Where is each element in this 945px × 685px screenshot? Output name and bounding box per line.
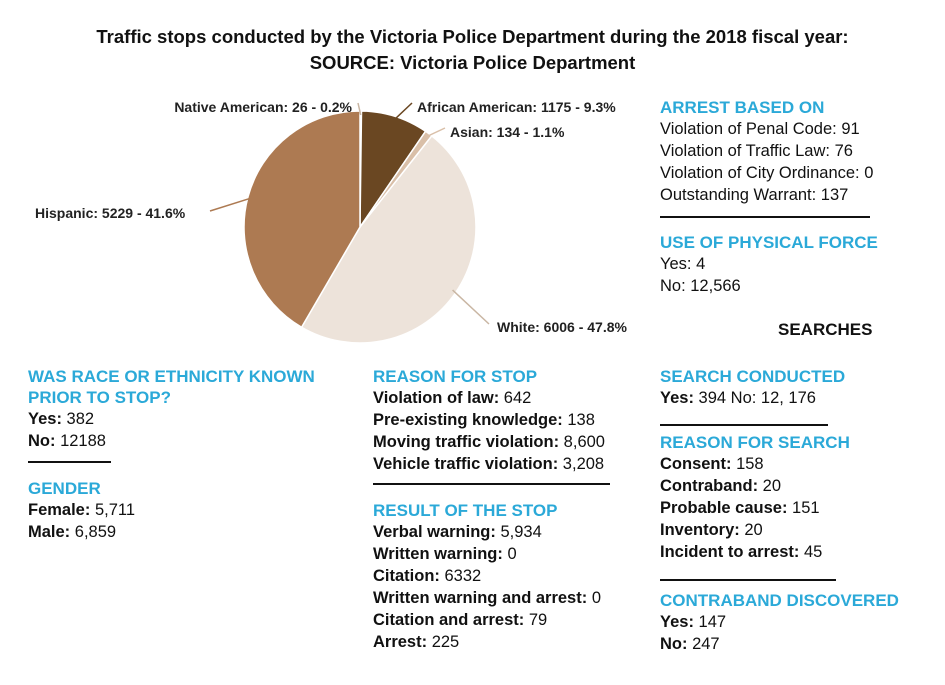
search-conducted-row: Yes: 394 No: 12, 176 (660, 389, 816, 407)
stop-reason-row: Vehicle traffic violation: 3,208 (373, 455, 605, 473)
reason-for-search-heading: REASON FOR SEARCH (660, 433, 850, 452)
stop-result-row: Citation and arrest: 79 (373, 611, 548, 629)
pie-slice-label: Hispanic: 5229 - 41.6% (35, 205, 186, 221)
chart-source: SOURCE: Victoria Police Department (309, 52, 636, 73)
search-conducted-section: SEARCH CONDUCTED Yes: 394 No: 12, 176 (660, 366, 845, 409)
search-reason-row: Contraband: 20 (660, 477, 782, 495)
search-reason-row: Probable cause: 151 (660, 499, 820, 517)
contraband-heading: CONTRABAND DISCOVERED (660, 591, 899, 610)
arrest-based-on-heading: ARREST BASED ON (660, 98, 825, 117)
contraband-no: No: 247 (660, 635, 720, 653)
stop-result-row: Arrest: 225 (373, 633, 460, 651)
stop-result-row: Written warning: 0 (373, 545, 517, 563)
physical-force-section: USE OF PHYSICAL FORCE Yes: 4 No: 12,566 (660, 232, 878, 297)
result-of-stop-section: RESULT OF THE STOP Verbal warning: 5,934… (373, 500, 601, 653)
pie-leader-line (452, 289, 490, 325)
divider (660, 424, 828, 426)
race-known-heading-2: PRIOR TO STOP? (28, 388, 171, 407)
search-reason-row: Inventory: 20 (660, 521, 763, 539)
reason-for-search-section: REASON FOR SEARCH Consent: 158 Contraban… (660, 432, 850, 563)
searches-label: SEARCHES (778, 320, 873, 339)
pie-leader-line (209, 197, 253, 212)
pie-leader-line (357, 102, 362, 116)
stop-reason-row: Moving traffic violation: 8,600 (373, 433, 605, 451)
pie-leader-line (426, 127, 446, 138)
physical-force-heading: USE OF PHYSICAL FORCE (660, 233, 878, 252)
stop-reason-row: Violation of law: 642 (373, 389, 532, 407)
search-conducted-heading: SEARCH CONDUCTED (660, 367, 846, 386)
gender-female: Female: 5,711 (28, 501, 136, 519)
race-known-yes: Yes: 382 (28, 410, 95, 428)
arrest-based-on-section: ARREST BASED ON Violation of Penal Code:… (660, 97, 873, 206)
contraband-yes: Yes: 147 (660, 613, 727, 631)
stop-result-row: Citation: 6332 (373, 567, 482, 585)
divider (660, 216, 870, 218)
arrest-row: Violation of Penal Code: 91 (660, 120, 860, 138)
search-reason-row: Incident to arrest: 45 (660, 543, 823, 561)
contraband-section: CONTRABAND DISCOVERED Yes: 147 No: 247 (660, 590, 899, 655)
pie-slice-label: African American: 1175 - 9.3% (417, 99, 616, 115)
chart-title: Traffic stops conducted by the Victoria … (96, 26, 849, 47)
divider (373, 483, 610, 485)
race-known-section: WAS RACE OR ETHNICITY KNOWN PRIOR TO STO… (28, 366, 315, 452)
stop-reason-row: Pre-existing knowledge: 138 (373, 411, 595, 429)
pie-slice-label: Asian: 134 - 1.1% (450, 124, 565, 140)
reason-for-stop-section: REASON FOR STOP Violation of law: 642 Pr… (373, 366, 605, 475)
arrest-row: Violation of City Ordinance: 0 (660, 164, 874, 182)
force-row: Yes: 4 (660, 255, 706, 273)
arrest-row: Outstanding Warrant: 137 (660, 186, 849, 204)
pie-slice (243, 110, 361, 329)
result-of-stop-heading: RESULT OF THE STOP (373, 501, 558, 520)
gender-section: GENDER Female: 5,711 Male: 6,859 (28, 478, 135, 543)
pie-leader-line (393, 102, 413, 121)
force-row: No: 12,566 (660, 277, 741, 295)
gender-male: Male: 6,859 (28, 523, 117, 541)
race-known-heading-1: WAS RACE OR ETHNICITY KNOWN (28, 367, 315, 386)
race-known-no: No: 12188 (28, 432, 106, 450)
stop-result-row: Verbal warning: 5,934 (373, 523, 542, 541)
gender-heading: GENDER (28, 479, 101, 498)
pie-slice-label: White: 6006 - 47.8% (497, 319, 627, 335)
arrest-row: Violation of Traffic Law: 76 (660, 142, 853, 160)
divider (28, 461, 111, 463)
search-reason-row: Consent: 158 (660, 455, 764, 473)
pie-slice-label: Native American: 26 - 0.2% (174, 99, 352, 115)
divider (660, 579, 836, 581)
stop-result-row: Written warning and arrest: 0 (373, 589, 601, 607)
reason-for-stop-heading: REASON FOR STOP (373, 367, 538, 386)
